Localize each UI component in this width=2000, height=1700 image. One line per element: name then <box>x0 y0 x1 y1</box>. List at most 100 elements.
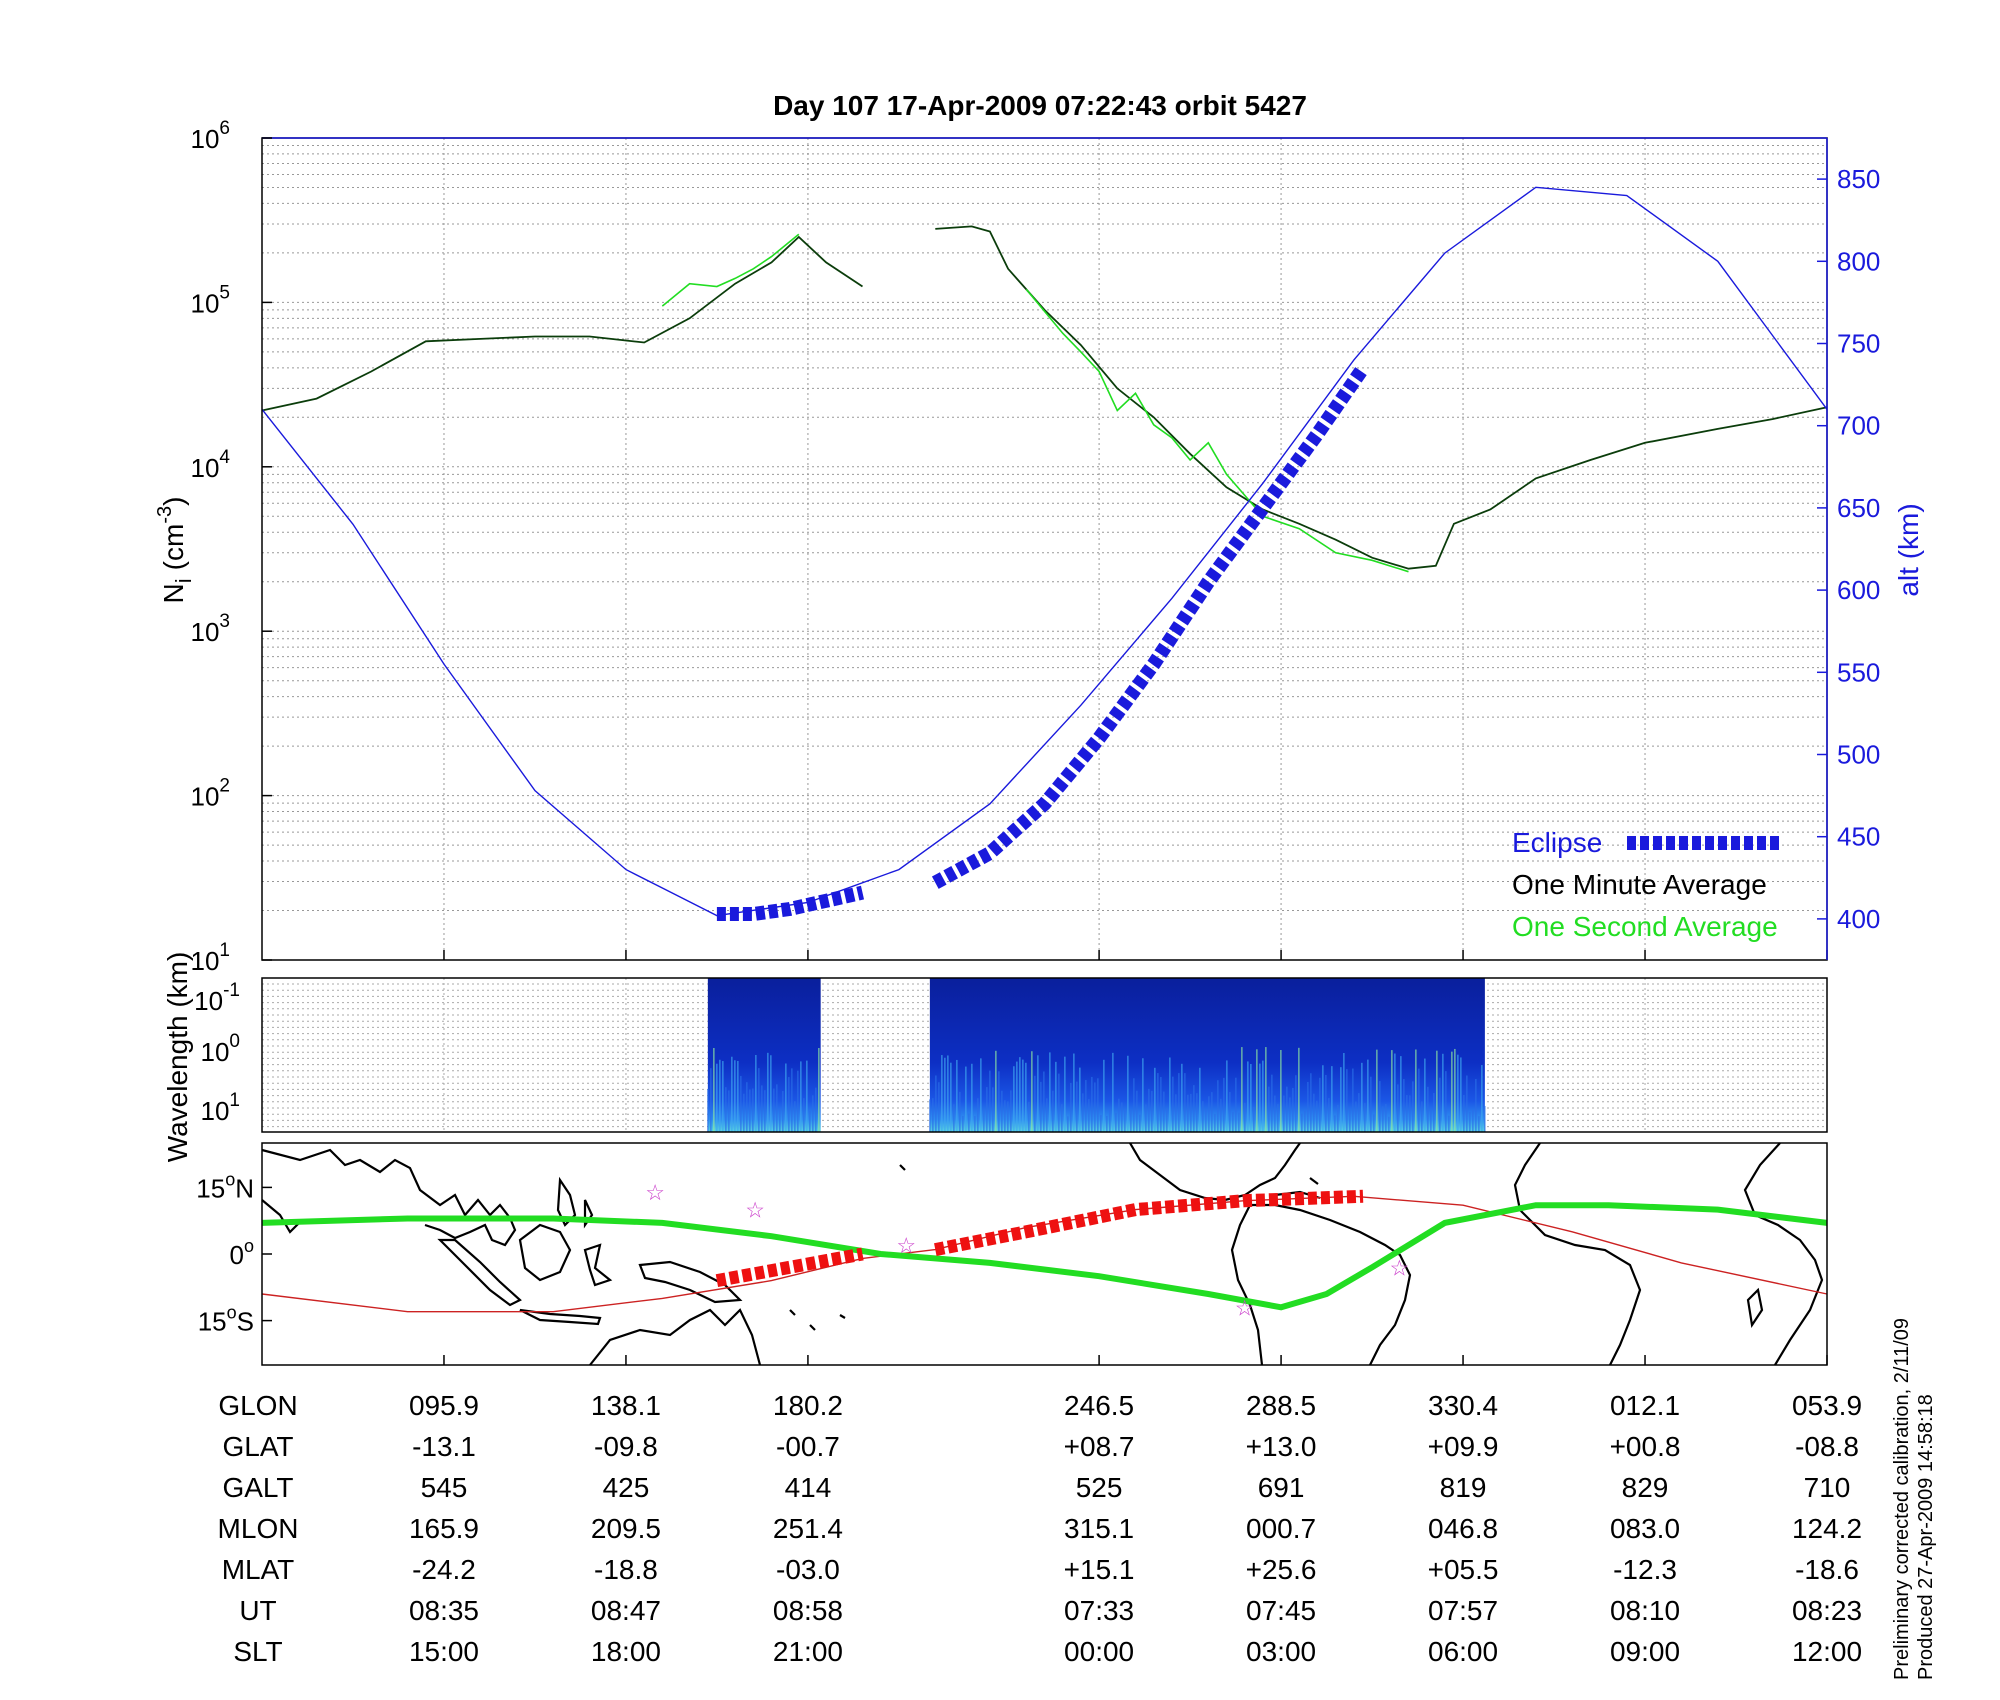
coastline-africa <box>1513 1142 1824 1366</box>
ylabel-close: ) <box>158 497 189 506</box>
coastline-borneo <box>518 1223 572 1282</box>
table-row-label: GLAT <box>222 1431 293 1462</box>
table-cell: 691 <box>1258 1472 1305 1503</box>
table-cell: 09:00 <box>1610 1636 1680 1667</box>
chart-title: Day 107 17-Apr-2009 07:22:43 orbit 5427 <box>773 90 1307 121</box>
table-cell: 08:35 <box>409 1595 479 1626</box>
coastline-sulawesi <box>583 1243 613 1287</box>
table-cell: +13.0 <box>1246 1431 1317 1462</box>
coastlines <box>261 1142 1824 1366</box>
y-tick-label-right: 650 <box>1837 493 1880 523</box>
table-cell: 209.5 <box>591 1513 661 1544</box>
map-lat-ticks: 15oN 0o 15oS <box>196 1169 272 1337</box>
one-second-average-line <box>1025 288 1409 573</box>
table-cell: 180.2 <box>773 1390 843 1421</box>
table-cell: 15:00 <box>409 1636 479 1667</box>
table-cell: 053.9 <box>1792 1390 1862 1421</box>
table-cell: +08.7 <box>1064 1431 1135 1462</box>
table-cell: -24.2 <box>412 1554 476 1585</box>
eclipse-ground-track <box>715 1247 864 1287</box>
y-tick-label-right: 450 <box>1837 822 1880 852</box>
y-tick-label-left: 104 <box>191 447 231 483</box>
y-tick-label-right: 700 <box>1837 411 1880 441</box>
table-cell: 315.1 <box>1064 1513 1134 1544</box>
coastline-sumatra <box>437 1238 522 1307</box>
legend-minute-label: One Minute Average <box>1512 869 1767 900</box>
table-cell: 246.5 <box>1064 1390 1134 1421</box>
main-series <box>261 186 1828 921</box>
calibration-note: Preliminary corrected calibration, 2/11/… <box>1891 1318 1913 1680</box>
table-cell: 288.5 <box>1246 1390 1316 1421</box>
y-tick-label-right: 600 <box>1837 575 1880 605</box>
y-tick-label-right: 750 <box>1837 329 1880 359</box>
ylabel-sub: i <box>171 578 196 583</box>
table-cell: +15.1 <box>1064 1554 1135 1585</box>
y-axis-label-right: alt (km) <box>1893 503 1924 596</box>
ylabel-exp: -3 <box>154 506 176 524</box>
spectrogram-frame <box>261 977 1828 1133</box>
table-cell: 07:57 <box>1428 1595 1498 1626</box>
coastline-pacific-islands <box>789 1164 906 1331</box>
one-second-average-line <box>661 233 800 307</box>
left-y-ticks: 101 102 103 104 105 106 <box>191 118 272 976</box>
table-cell: 138.1 <box>591 1390 661 1421</box>
legend: Eclipse One Minute Average One Second Av… <box>1512 827 1780 942</box>
y-tick-label-right: 550 <box>1837 657 1880 687</box>
table-cell: +05.5 <box>1428 1554 1499 1585</box>
orbit-data-table: GLON 095.9 138.1 180.2 246.5 288.5 330.4 012.1 0… <box>218 1390 1862 1667</box>
table-row-label: GALT <box>222 1472 293 1503</box>
y-tick-label-right: 850 <box>1837 164 1880 194</box>
y-tick-label-right: 400 <box>1837 904 1880 934</box>
star-marker: ☆ <box>745 1198 765 1223</box>
table-cell: 046.8 <box>1428 1513 1498 1544</box>
altitude-line <box>261 186 1828 917</box>
ylabel-base: N <box>158 583 189 603</box>
table-cell: 06:00 <box>1428 1636 1498 1667</box>
table-cell: 21:00 <box>773 1636 843 1667</box>
table-cell: 251.4 <box>773 1513 843 1544</box>
ground-track-map-panel: ☆ ☆ ☆ ☆ ☆ 15oN 0o 15oS <box>196 1142 1828 1366</box>
map-lat-label: 15oN <box>196 1169 254 1203</box>
table-cell: 829 <box>1622 1472 1669 1503</box>
table-cell: -18.6 <box>1795 1554 1859 1585</box>
table-cell: 095.9 <box>409 1390 479 1421</box>
magnetic-equator-line <box>261 1202 1828 1311</box>
eclipse-segment <box>931 364 1369 889</box>
table-cell: 000.7 <box>1246 1513 1316 1544</box>
star-marker: ☆ <box>1235 1295 1255 1320</box>
spectrogram-y-tick-label: 101 <box>201 1090 241 1126</box>
table-cell: -08.8 <box>1795 1431 1859 1462</box>
star-marker: ☆ <box>645 1180 665 1205</box>
table-cell: +09.9 <box>1428 1431 1499 1462</box>
coastline-australia <box>589 1308 762 1366</box>
density-altitude-panel: 101 102 103 104 105 106 400 450 500 550 600 650 700… <box>154 118 1924 976</box>
table-cell: -09.8 <box>594 1431 658 1462</box>
map-tracks: ☆ ☆ ☆ ☆ ☆ <box>261 1180 1828 1320</box>
table-cell: -03.0 <box>776 1554 840 1585</box>
y-tick-label-left: 101 <box>191 940 231 976</box>
table-cell: 18:00 <box>591 1636 661 1667</box>
table-cell: 124.2 <box>1792 1513 1862 1544</box>
table-cell: 07:33 <box>1064 1595 1134 1626</box>
table-cell: -00.7 <box>776 1431 840 1462</box>
spectrogram-data <box>707 978 1486 1132</box>
table-cell: 165.9 <box>409 1513 479 1544</box>
table-cell: +25.6 <box>1246 1554 1317 1585</box>
y-tick-label-left: 102 <box>191 776 231 812</box>
table-cell: 08:47 <box>591 1595 661 1626</box>
table-row-label: SLT <box>233 1636 282 1667</box>
legend-second-label: One Second Average <box>1512 911 1778 942</box>
y-tick-label-left: 103 <box>191 611 231 647</box>
table-cell: 07:45 <box>1246 1595 1316 1626</box>
eclipse-segment <box>716 885 865 921</box>
y-tick-label-left: 106 <box>191 118 231 154</box>
eclipse-ground-track <box>934 1189 1364 1256</box>
map-lat-label: 0o <box>230 1236 254 1270</box>
one-minute-average-line <box>261 235 863 412</box>
table-cell: 08:10 <box>1610 1595 1680 1626</box>
map-lat-label: 15oS <box>198 1303 254 1337</box>
table-cell: -13.1 <box>412 1431 476 1462</box>
legend-eclipse-label: Eclipse <box>1512 827 1602 858</box>
table-cell: 525 <box>1076 1472 1123 1503</box>
